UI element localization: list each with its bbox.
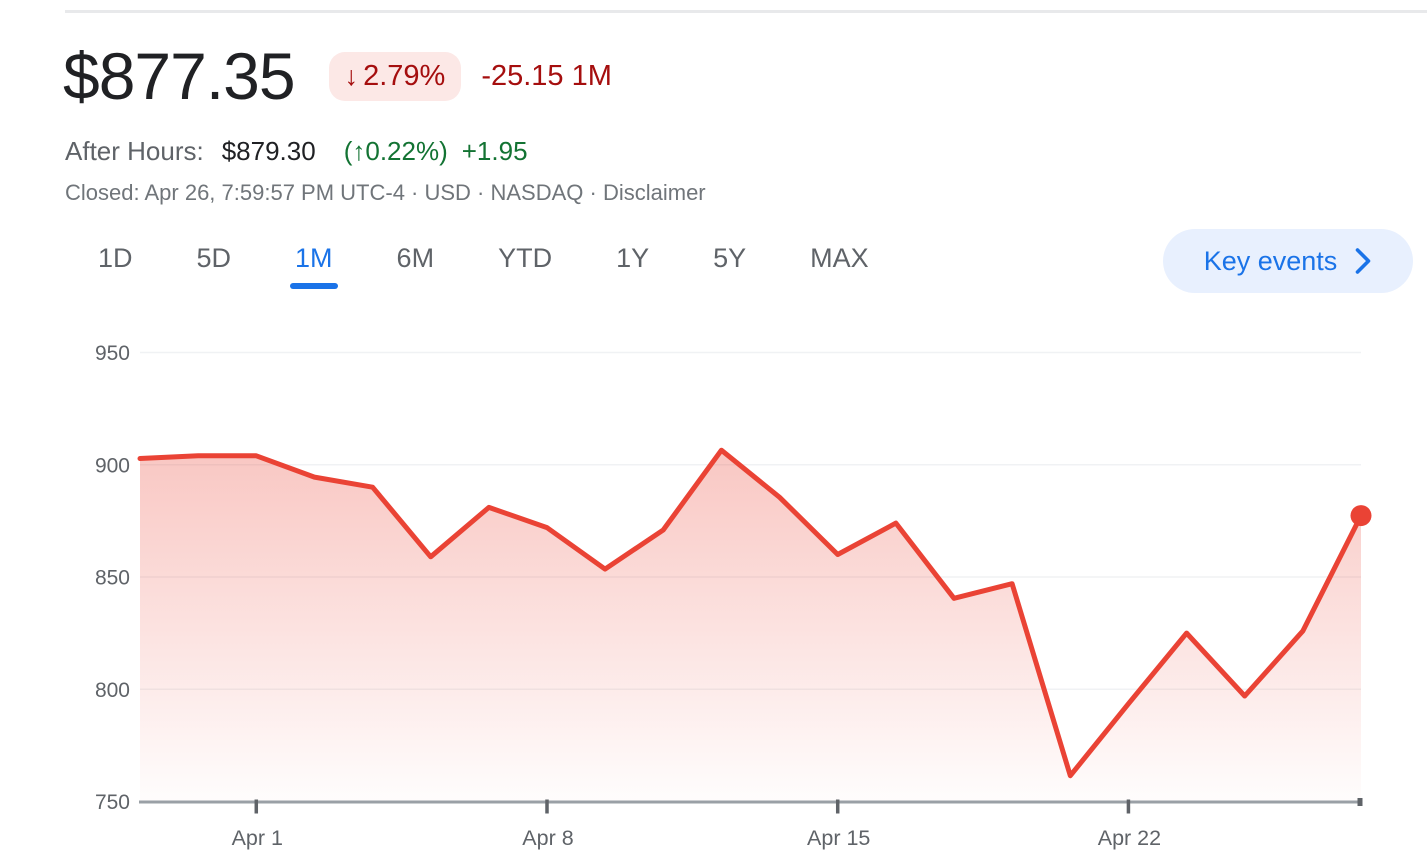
- price-header: $877.35 ↓ 2.79% -25.15 1M: [63, 39, 612, 113]
- y-axis-label-850: 850: [95, 567, 130, 590]
- tab-max[interactable]: MAX: [810, 243, 869, 289]
- market-status-text: Closed: Apr 26, 7:59:57 PM UTC-4 · USD ·…: [65, 180, 603, 205]
- tab-1y[interactable]: 1Y: [616, 243, 649, 289]
- after-hours-row: After Hours: $879.30 (↑0.22%) +1.95: [65, 136, 528, 167]
- tab-5d[interactable]: 5D: [197, 243, 232, 289]
- latest-price-dot[interactable]: [1350, 505, 1372, 527]
- after-hours-price: $879.30: [221, 136, 316, 166]
- y-axis-label-950: 950: [95, 342, 130, 365]
- x-tick-apr-22: [1126, 799, 1131, 814]
- market-status-line: Closed: Apr 26, 7:59:57 PM UTC-4 · USD ·…: [65, 180, 706, 206]
- after-hours-percent: (↑0.22%): [343, 136, 448, 166]
- chevron-right-icon: [1355, 248, 1371, 274]
- period-tabs: 1D 5D 1M 6M YTD 1Y 5Y MAX: [98, 243, 869, 289]
- tab-5y[interactable]: 5Y: [713, 243, 746, 289]
- x-axis-label-apr-8: Apr 8: [522, 826, 573, 850]
- after-hours-label: After Hours:: [65, 136, 204, 166]
- x-tick-apr-1: [254, 799, 259, 814]
- y-axis-label-750: 750: [95, 791, 130, 814]
- y-axis-label-900: 900: [95, 454, 130, 477]
- price-change-badge: ↓ 2.79%: [328, 52, 462, 102]
- tab-6m[interactable]: 6M: [397, 243, 435, 289]
- tab-1m[interactable]: 1M: [289, 243, 338, 289]
- tab-1d[interactable]: 1D: [98, 243, 133, 289]
- price-change-percent: 2.79%: [363, 60, 446, 93]
- price-line[interactable]: [137, 447, 1364, 779]
- tab-ytd[interactable]: YTD: [498, 243, 552, 289]
- price-change-value: -25.15 1M: [481, 60, 612, 93]
- disclaimer-link[interactable]: Disclaimer: [602, 180, 706, 205]
- x-axis-end-tick: [1357, 798, 1363, 806]
- y-axis-label-800: 800: [95, 679, 130, 702]
- active-tab-indicator: [289, 283, 338, 289]
- key-events-button[interactable]: Key events: [1163, 229, 1413, 293]
- after-hours-change: +1.95: [461, 136, 528, 166]
- down-arrow-icon: ↓: [344, 61, 359, 92]
- top-divider: [65, 10, 1427, 13]
- key-events-label: Key events: [1203, 245, 1338, 276]
- x-tick-apr-15: [835, 799, 840, 814]
- x-tick-apr-8: [545, 799, 549, 814]
- x-axis-label-apr-1: Apr 1: [232, 826, 283, 850]
- current-price: $877.35: [63, 39, 296, 113]
- price-area-fill: [140, 450, 1361, 801]
- x-axis-label-apr-22: Apr 22: [1098, 826, 1161, 850]
- x-axis-label-apr-15: Apr 15: [807, 826, 870, 850]
